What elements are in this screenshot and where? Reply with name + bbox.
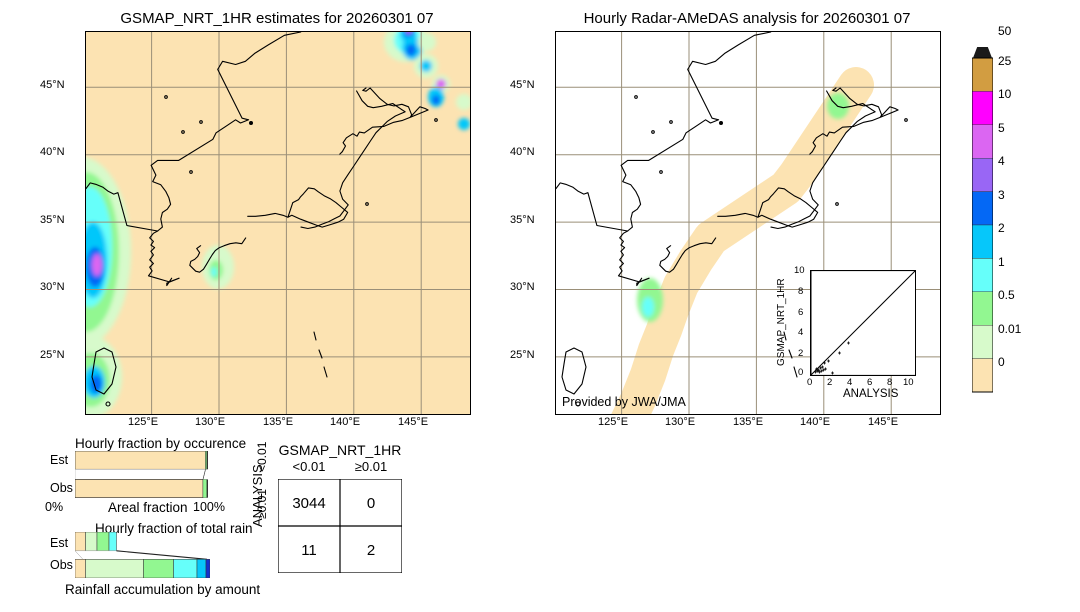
svg-text:Provided by JWA/JMA: Provided by JWA/JMA (562, 395, 687, 409)
svg-text:0: 0 (367, 495, 375, 512)
svg-text:2: 2 (367, 542, 375, 559)
svg-text:11: 11 (301, 542, 317, 559)
svg-text:3044: 3044 (292, 495, 325, 512)
